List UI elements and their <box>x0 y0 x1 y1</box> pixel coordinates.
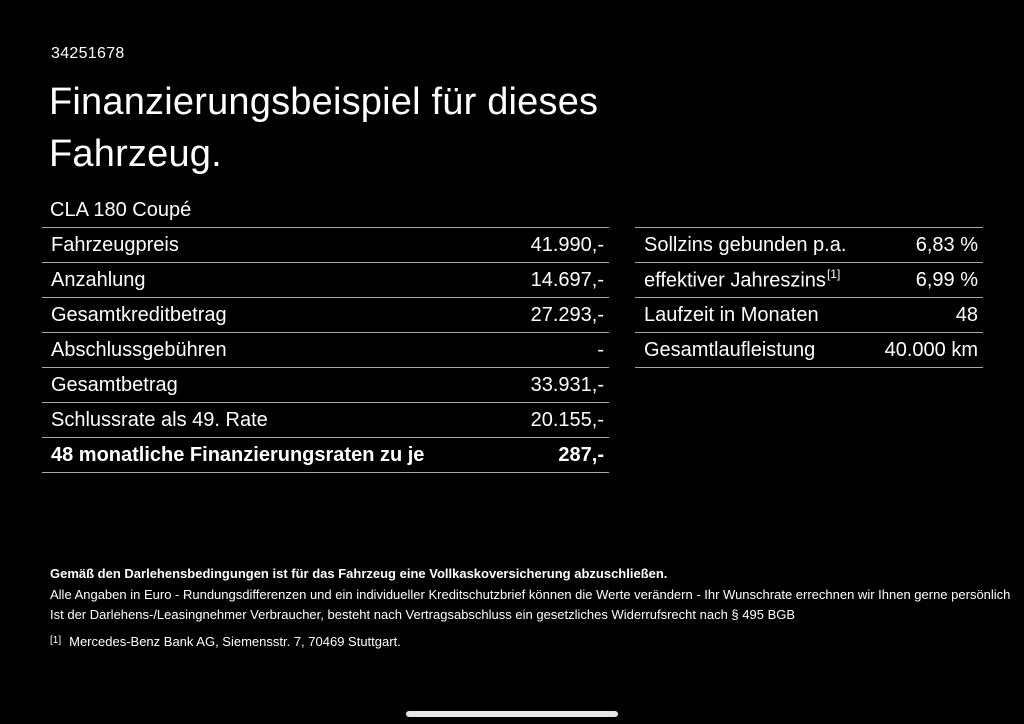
table-row-anzahlung: Anzahlung 14.697,- <box>42 262 609 297</box>
row-label: Gesamtbetrag <box>51 373 178 396</box>
conditions-table: Sollzins gebunden p.a. 6,83 % effektiver… <box>635 227 983 368</box>
table-row-abschlussgebuehren: Abschlussgebühren - <box>42 332 609 367</box>
disclaimer-line-euro: Alle Angaben in Euro - Rundungsdifferenz… <box>50 586 1011 602</box>
disclaimer-text: Gemäß den Darlehensbedingungen ist für d… <box>50 564 1010 626</box>
disclaimer-line-widerrufsrecht: Ist der Darlehens-/Leasingnehmer Verbrau… <box>50 607 796 622</box>
footnote-text: Mercedes-Benz Bank AG, Siemensstr. 7, 70… <box>69 634 401 649</box>
row-label: Abschlussgebühren <box>51 338 227 361</box>
financing-table: Fahrzeugpreis 41.990,- Anzahlung 14.697,… <box>42 227 609 473</box>
row-label: 48 monatliche Finanzierungsraten zu je <box>51 443 425 466</box>
row-value: 6,83 % <box>915 233 978 256</box>
row-value: 14.697,- <box>530 268 604 291</box>
row-label: effektiver Jahreszins[1] <box>644 266 841 292</box>
row-value: 41.990,- <box>530 233 604 256</box>
table-row-sollzins: Sollzins gebunden p.a. 6,83 % <box>635 227 983 262</box>
row-value: 287,- <box>558 443 604 466</box>
home-indicator-handle[interactable] <box>406 711 618 717</box>
footnote-bank-address: [1] Mercedes-Benz Bank AG, Siemensstr. 7,… <box>50 632 401 654</box>
footnote-marker: [1] <box>50 635 62 646</box>
table-row-gesamtbetrag: Gesamtbetrag 33.931,- <box>42 367 609 402</box>
row-label: Laufzeit in Monaten <box>644 303 819 326</box>
row-value: 6,99 % <box>915 268 978 291</box>
vehicle-id-number: 34251678 <box>51 45 125 62</box>
table-row-laufzeit: Laufzeit in Monaten 48 <box>635 297 983 332</box>
table-row-fahrzeugpreis: Fahrzeugpreis 41.990,- <box>42 227 609 262</box>
footnote-reference: [1] <box>826 266 841 281</box>
row-label: Gesamtkreditbetrag <box>51 303 227 326</box>
table-row-gesamtlaufleistung: Gesamtlaufleistung 40.000 km <box>635 332 983 368</box>
row-label: Anzahlung <box>51 268 146 291</box>
table-row-schlussrate: Schlussrate als 49. Rate 20.155,- <box>42 402 609 437</box>
row-value: 33.931,- <box>530 373 604 396</box>
row-value: 40.000 km <box>884 338 978 361</box>
table-row-gesamtkreditbetrag: Gesamtkreditbetrag 27.293,- <box>42 297 609 332</box>
row-label: Schlussrate als 49. Rate <box>51 408 268 431</box>
row-value: - <box>597 338 604 361</box>
page-title: Finanzierungsbeispiel für dieses Fahrzeu… <box>49 81 599 175</box>
row-label: Sollzins gebunden p.a. <box>644 233 847 256</box>
table-row-effektiver-jahreszins: effektiver Jahreszins[1] 6,99 % <box>635 262 983 297</box>
vehicle-model-name: CLA 180 Coupé <box>50 199 192 221</box>
row-label: Fahrzeugpreis <box>51 233 179 256</box>
disclaimer-line-insurance: Gemäß den Darlehensbedingungen ist für d… <box>50 566 668 581</box>
row-value: 27.293,- <box>530 303 604 326</box>
row-value: 48 <box>955 303 978 326</box>
table-row-monatsrate: 48 monatliche Finanzierungsraten zu je 2… <box>42 437 609 473</box>
row-value: 20.155,- <box>530 408 604 431</box>
row-label: Gesamtlaufleistung <box>644 338 816 361</box>
